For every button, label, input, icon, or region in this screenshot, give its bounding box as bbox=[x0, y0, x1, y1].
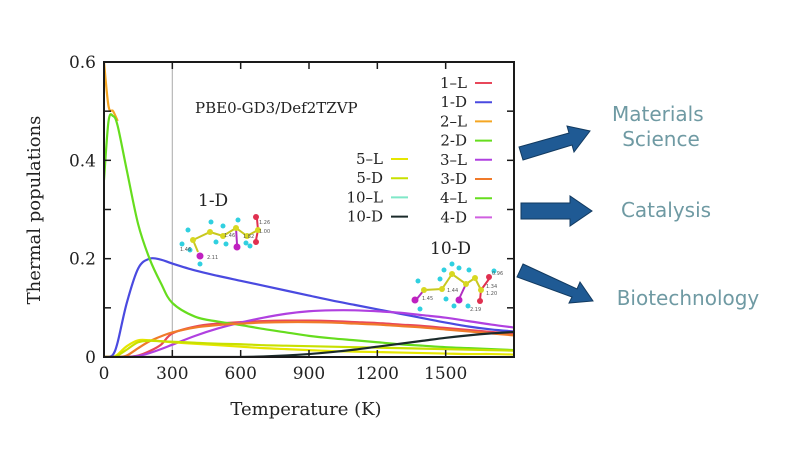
y-axis-title: Thermal populations bbox=[24, 116, 45, 305]
legend-label: 1-D bbox=[440, 93, 467, 111]
arrow-materials-science bbox=[518, 125, 591, 161]
bond-length-label: 1.00 bbox=[259, 229, 270, 235]
series-line-1-d bbox=[104, 256, 514, 357]
arrow-catalysis bbox=[520, 195, 593, 227]
legend-label: 5-D bbox=[356, 169, 383, 187]
x-tick-label: 300 bbox=[156, 364, 188, 384]
y-tick-label: 0.6 bbox=[69, 53, 96, 73]
series-line-2-d bbox=[104, 113, 514, 352]
bond-length-label: 1.44 bbox=[447, 288, 458, 294]
legend-label: 10-D bbox=[347, 208, 383, 226]
bond-length-label: 0.96 bbox=[492, 271, 503, 277]
series-line-5-d bbox=[104, 339, 514, 357]
legend-label: 5–L bbox=[356, 150, 383, 168]
bond-length-label: 1.46 bbox=[180, 247, 191, 253]
bond-length-label: 1.45 bbox=[422, 296, 433, 302]
legend-label: 4–L bbox=[440, 189, 467, 207]
series-line-1-l bbox=[104, 319, 514, 357]
application-label-materials-science: Materials Science bbox=[612, 102, 710, 151]
x-tick-label: 600 bbox=[224, 364, 256, 384]
x-axis: 0 300 600 900 1200 1500 bbox=[99, 62, 467, 384]
molecule-10d-label: 10-D bbox=[430, 239, 471, 259]
legend: 1–L1-D2–L 2-D3–L3-D4–L4-D 5–L5-D10–L 10-D bbox=[346, 74, 492, 226]
y-tick-label: 0 bbox=[85, 348, 96, 368]
molecule-1d-atoms bbox=[179, 214, 261, 267]
x-tick-label: 1500 bbox=[424, 364, 467, 384]
application-label-biotechnology: Biotechnology bbox=[617, 286, 760, 310]
series-line-3-l bbox=[104, 309, 514, 357]
x-tick-label: 900 bbox=[293, 364, 325, 384]
application-arrows bbox=[516, 125, 594, 304]
legend-label: 1–L bbox=[440, 74, 467, 92]
series-line-3-d bbox=[104, 320, 514, 357]
legend-label: 3–L bbox=[440, 151, 467, 169]
molecule-1d-label: 1-D bbox=[198, 191, 228, 211]
molecule-10d-atoms bbox=[411, 261, 497, 312]
x-axis-title: Temperature (K) bbox=[230, 399, 381, 420]
legend-label: 2-D bbox=[440, 132, 467, 150]
x-tick-label: 0 bbox=[99, 364, 110, 384]
y-tick-label: 0.4 bbox=[69, 151, 96, 171]
application-label-catalysis: Catalysis bbox=[621, 198, 711, 222]
method-annotation: PBE0-GD3/Def2TZVP bbox=[195, 99, 358, 117]
bond-length-label: 1.34 bbox=[486, 284, 497, 290]
series-line-5-l bbox=[104, 338, 514, 357]
molecule-1d: 1-D bbox=[179, 191, 270, 267]
bond-length-label: 2.11 bbox=[207, 255, 218, 261]
y-tick-label: 0.2 bbox=[69, 250, 96, 270]
legend-label: 4-D bbox=[440, 208, 467, 226]
arrow-biotechnology bbox=[516, 263, 594, 304]
legend-label: 3-D bbox=[440, 170, 467, 188]
bond-length-label: 1.20 bbox=[486, 291, 497, 297]
molecule-10d: 10-D bbox=[411, 239, 503, 313]
bond-length-label: 1.82 bbox=[243, 234, 254, 240]
x-tick-label: 1200 bbox=[356, 364, 399, 384]
y-axis: 0 0.2 0.4 0.6 bbox=[69, 53, 514, 368]
bond-length-label: 1.26 bbox=[259, 220, 270, 226]
bond-length-label: 1.46 bbox=[224, 233, 235, 239]
series-line-2-l bbox=[104, 62, 119, 122]
bond-length-label: 2.19 bbox=[470, 307, 481, 313]
legend-label: 2–L bbox=[440, 112, 467, 130]
legend-label: 10–L bbox=[346, 188, 383, 206]
